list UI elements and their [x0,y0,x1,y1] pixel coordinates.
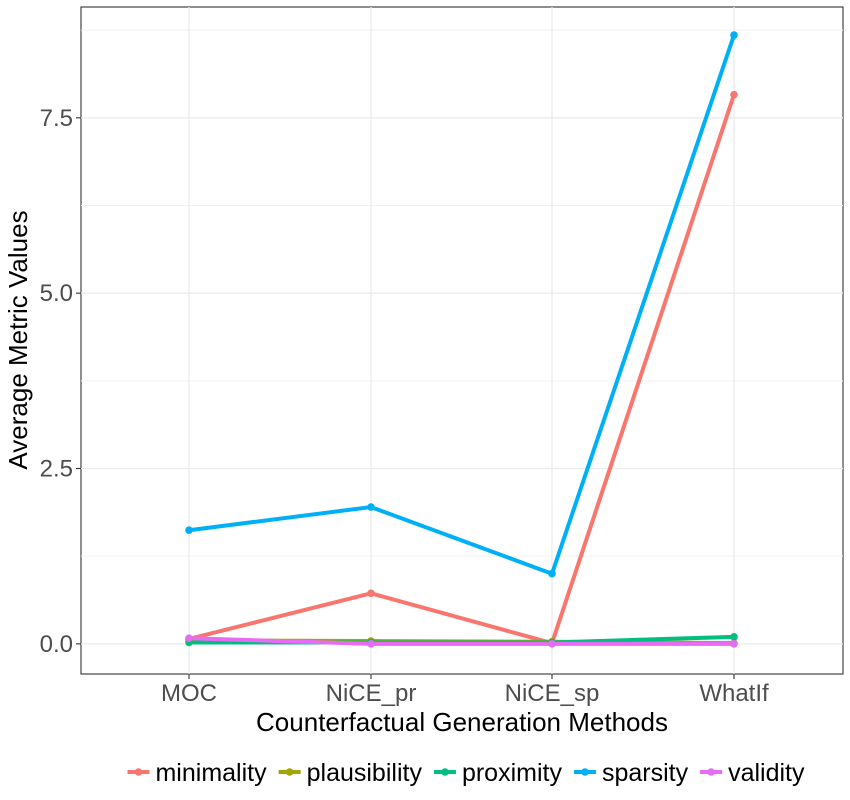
legend-label-plausibility: plausibility [307,759,423,787]
data-point-sparsity [367,503,375,511]
data-point-validity [185,634,193,643]
legend-label-validity: validity [728,759,805,787]
data-point-validity [730,640,738,648]
legend: minimality plausibility proximity sparsity v… [127,759,805,787]
legend-label-sparsity: sparsity [602,759,689,787]
data-point-sparsity [730,31,738,39]
data-point-sparsity [548,569,556,578]
y-axis-ticks: 0.0 2.5 5.0 7.5 [40,105,81,658]
y-tick-label: 7.5 [40,105,73,132]
legend-label-proximity: proximity [462,759,563,787]
data-point-minimality [730,90,738,99]
y-axis-title: Average Metric Values [3,210,33,469]
x-tick-label: NiCE_sp [505,680,600,707]
series-lines [188,34,736,646]
data-point-sparsity [185,526,193,535]
series-line-minimality [188,94,736,646]
data-point-validity [548,640,556,648]
data-point-proximity [730,633,738,641]
legend-key-validity [700,768,723,776]
legend-key-proximity [433,768,456,776]
legend-key-plausibility [278,768,301,776]
legend-key-sparsity [573,768,596,776]
x-axis-ticks: MOC NiCE_pr NiCE_sp WhatIf [161,674,769,707]
series-points [185,31,738,648]
data-point-minimality [367,589,375,598]
y-tick-label: 2.5 [40,455,73,482]
y-tick-label: 0.0 [40,631,73,658]
x-tick-label: MOC [161,680,217,707]
y-tick-label: 5.0 [40,280,73,307]
legend-label-minimality: minimality [155,759,267,787]
x-axis-title: Counterfactual Generation Methods [256,707,668,737]
data-point-validity [367,640,375,648]
x-tick-label: NiCE_pr [326,680,417,707]
series-line-validity [188,636,734,646]
grid-lines [81,7,843,674]
x-tick-label: WhatIf [699,680,769,707]
series-line-sparsity [188,34,736,576]
legend-key-minimality [127,768,150,776]
